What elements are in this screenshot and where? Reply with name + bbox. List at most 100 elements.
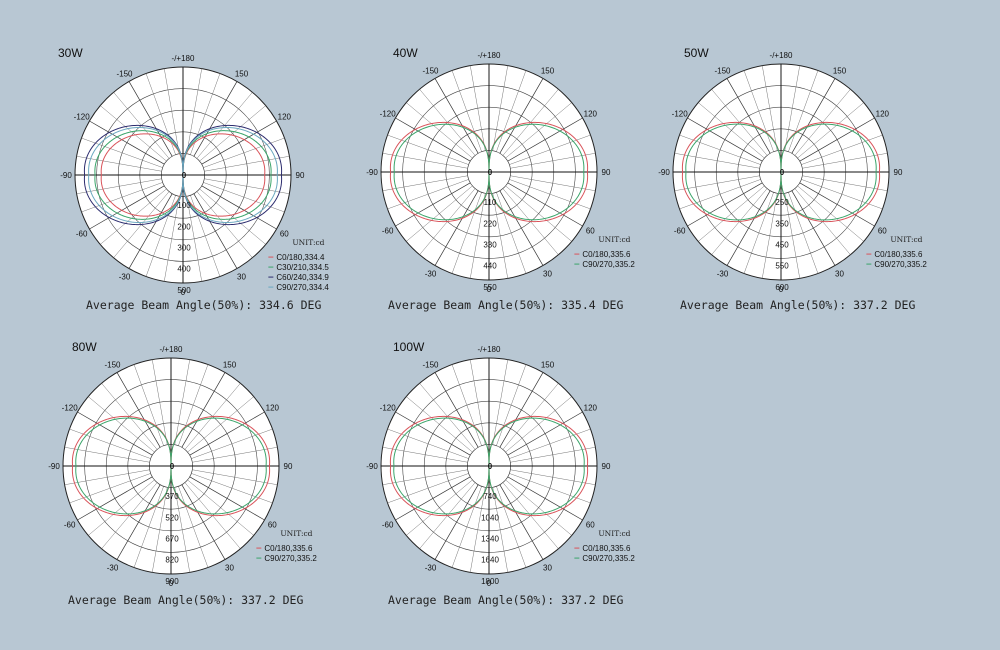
- angle-tick-label: -120: [380, 404, 397, 413]
- angle-tick-label: 150: [833, 67, 847, 76]
- angle-tick-label: 120: [278, 113, 292, 122]
- legend-entry: C90/270,335.2: [264, 554, 317, 563]
- radial-tick-label: 550: [775, 262, 789, 271]
- angle-tick-label: 120: [266, 404, 280, 413]
- beam-angle-caption: Average Beam Angle(50%): 335.4 DEG: [388, 298, 624, 312]
- angle-tick-label: -90: [48, 462, 60, 471]
- chart-title: 100W: [393, 340, 425, 354]
- angle-tick-label: -120: [672, 110, 689, 119]
- angle-tick-label: 60: [268, 521, 277, 530]
- radial-tick-label: 0: [488, 168, 493, 177]
- legend-entry: C90/270,335.2: [582, 260, 635, 269]
- legend-entry: C0/180,335.6: [874, 250, 923, 259]
- angle-tick-label: 120: [584, 404, 598, 413]
- angle-tick-label: 30: [835, 269, 844, 278]
- angle-tick-label: -60: [64, 521, 76, 530]
- beam-angle-caption: Average Beam Angle(50%): 334.6 DEG: [86, 298, 322, 312]
- radial-tick-label: 100: [177, 201, 191, 210]
- angle-tick-label: 60: [586, 227, 595, 236]
- legend-entry: C0/180,335.6: [264, 544, 313, 553]
- chart-title: 40W: [393, 46, 418, 60]
- angle-tick-label: -/+180: [160, 345, 183, 354]
- angle-tick-label: 120: [876, 110, 890, 119]
- angle-tick-label: -90: [366, 168, 378, 177]
- legend-entry: C0/180,334.4: [276, 253, 325, 262]
- angle-tick-label: -30: [107, 563, 119, 572]
- series-curve: [393, 417, 585, 515]
- angle-tick-label: 60: [586, 521, 595, 530]
- radial-tick-label: 350: [775, 219, 789, 228]
- angle-tick-label: 0: [487, 579, 492, 588]
- angle-tick-label: 90: [284, 462, 293, 471]
- radial-tick-label: 1040: [481, 513, 499, 522]
- angle-tick-label: -150: [104, 361, 121, 370]
- angle-tick-label: 150: [235, 70, 249, 79]
- angle-tick-label: -/+180: [478, 51, 501, 60]
- angle-tick-label: -60: [382, 521, 394, 530]
- radial-tick-label: 670: [165, 535, 179, 544]
- angle-tick-label: -120: [74, 113, 91, 122]
- angle-tick-label: -120: [380, 110, 397, 119]
- angle-tick-label: -60: [76, 230, 88, 239]
- angle-tick-label: 30: [237, 272, 246, 281]
- angle-tick-label: -/+180: [770, 51, 793, 60]
- legend-entry: C90/270,335.2: [582, 554, 635, 563]
- angle-tick-label: -150: [714, 67, 731, 76]
- angle-tick-label: 90: [894, 168, 903, 177]
- radial-tick-label: 550: [483, 283, 497, 292]
- legend-entry: C30/210,334.5: [276, 263, 329, 272]
- angle-tick-label: -60: [674, 227, 686, 236]
- radial-tick-label: 330: [483, 241, 497, 250]
- series-curve: [393, 123, 585, 221]
- radial-tick-label: 110: [484, 198, 497, 207]
- radial-tick-label: 250: [775, 198, 789, 207]
- angle-tick-label: 90: [602, 168, 611, 177]
- angle-tick-label: -90: [658, 168, 670, 177]
- radial-tick-label: 200: [177, 222, 191, 231]
- angle-tick-label: -30: [119, 272, 131, 281]
- radial-tick-label: 440: [483, 262, 497, 271]
- radial-tick-label: 520: [165, 513, 179, 522]
- radial-tick-label: 300: [177, 244, 191, 253]
- angle-tick-label: -150: [422, 67, 439, 76]
- radial-tick-label: 370: [165, 492, 179, 501]
- unit-label: UNIT:cd: [280, 529, 312, 538]
- angle-tick-label: 0: [487, 285, 492, 294]
- angle-tick-label: 90: [602, 462, 611, 471]
- radial-tick-label: 400: [177, 265, 191, 274]
- chart-title: 50W: [684, 46, 709, 60]
- series-curve: [685, 123, 877, 221]
- radial-tick-label: 1340: [481, 535, 499, 544]
- angle-tick-label: 30: [543, 563, 552, 572]
- unit-label: UNIT:cd: [292, 238, 324, 247]
- chart-title: 80W: [72, 340, 97, 354]
- angle-tick-label: -90: [366, 462, 378, 471]
- beam-angle-caption: Average Beam Angle(50%): 337.2 DEG: [388, 593, 624, 607]
- angle-tick-label: 150: [541, 361, 555, 370]
- radial-tick-label: 600: [775, 283, 789, 292]
- angle-tick-label: 0: [181, 288, 186, 297]
- angle-tick-label: -150: [422, 361, 439, 370]
- angle-tick-label: -/+180: [478, 345, 501, 354]
- unit-label: UNIT:cd: [598, 529, 630, 538]
- angle-tick-label: -30: [425, 563, 437, 572]
- legend-entry: C90/270,334.4: [276, 283, 329, 292]
- angle-tick-label: 60: [878, 227, 887, 236]
- angle-tick-label: -/+180: [172, 54, 195, 63]
- radial-tick-label: 500: [177, 286, 191, 295]
- legend-entry: C90/270,335.2: [874, 260, 927, 269]
- angle-tick-label: 150: [541, 67, 555, 76]
- radial-tick-label: 900: [165, 577, 179, 586]
- angle-tick-label: 30: [225, 563, 234, 572]
- radial-tick-label: 0: [488, 462, 493, 471]
- radial-tick-label: 820: [165, 556, 179, 565]
- legend-entry: C0/180,335.6: [582, 250, 631, 259]
- radial-tick-label: 220: [483, 219, 497, 228]
